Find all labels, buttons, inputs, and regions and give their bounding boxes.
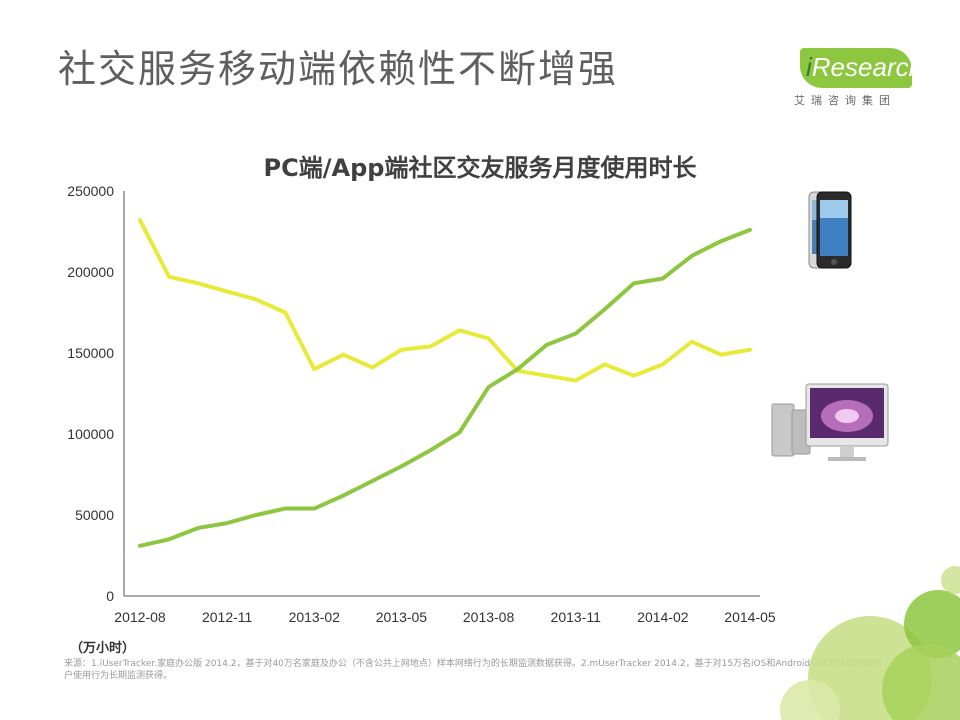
data-point [428, 448, 433, 452]
data-point [399, 464, 404, 468]
data-point [690, 254, 694, 258]
data-point [341, 493, 345, 498]
data-point [603, 362, 607, 366]
data-point [545, 343, 549, 347]
data-point [457, 430, 462, 434]
y-tick-label: 100000 [67, 426, 114, 442]
data-point [748, 348, 752, 352]
y-tick-label: 200000 [67, 264, 114, 280]
data-point [603, 307, 607, 311]
data-point [545, 374, 549, 378]
data-point [254, 297, 258, 302]
x-tick-label: 2013-02 [289, 609, 341, 625]
data-point [138, 218, 142, 222]
pc-series-line [138, 218, 752, 383]
data-point [370, 365, 374, 370]
data-point [748, 228, 752, 232]
logo-wordmark-rest: Research [811, 52, 924, 82]
data-point [428, 344, 433, 349]
data-point [370, 479, 374, 483]
x-tick-label: 2013-11 [551, 609, 602, 625]
data-point [574, 378, 578, 383]
data-point [283, 310, 287, 315]
logo-wordmark-i: i [806, 52, 812, 82]
source-note: 来源：1.iUserTracker.家庭办公版 2014.2，基于对40万名家庭… [64, 659, 883, 681]
x-tick-label: 2012-08 [114, 609, 166, 625]
data-point [254, 513, 258, 517]
data-point [632, 374, 636, 378]
company-logo: iResearch 艾瑞咨询集团 [790, 48, 923, 110]
x-tick-label: 2014-02 [637, 609, 689, 625]
data-point [196, 281, 200, 285]
data-point [574, 331, 578, 336]
y-tick-label: 150000 [67, 345, 114, 361]
data-point [486, 385, 491, 389]
data-point [486, 336, 491, 341]
data-point [225, 521, 229, 525]
data-point [632, 281, 636, 285]
data-point [312, 367, 316, 371]
data-point [225, 289, 229, 294]
smartphone-icon [808, 191, 852, 269]
logo-subtitle: 艾瑞咨询集团 [794, 94, 896, 107]
data-point [341, 353, 345, 357]
data-point [167, 275, 171, 279]
app-series-line [138, 227, 752, 548]
data-point [457, 328, 462, 332]
data-point [719, 239, 723, 243]
y-tick-label: 250000 [67, 183, 114, 199]
logo-wordmark: iResearch [806, 52, 923, 83]
data-point [661, 362, 665, 366]
data-point [719, 353, 723, 357]
decorative-circles [780, 566, 960, 720]
data-point [661, 276, 665, 281]
data-point [138, 544, 142, 548]
chart-title: PC端/App端社区交友服务月度使用时长 [263, 154, 697, 182]
desktop-computer-icon [771, 383, 889, 461]
data-point [399, 348, 404, 352]
data-point [283, 506, 287, 511]
x-tick-label: 2013-08 [463, 609, 515, 625]
data-point [312, 506, 316, 511]
slide-title: 社交服务移动端依赖性不断增强 [58, 47, 619, 91]
x-tick-label: 2012-11 [202, 609, 253, 625]
logo-badge: iResearch [800, 48, 923, 88]
y-tick-label: 0 [106, 588, 114, 604]
y-tick-label: 50000 [75, 507, 114, 523]
data-point [690, 340, 694, 344]
x-tick-label: 2013-05 [376, 609, 428, 625]
unit-label: （万小时） [70, 641, 136, 656]
x-tick-label: 2014-05 [724, 609, 776, 625]
data-point [167, 537, 171, 541]
data-point [196, 526, 200, 530]
data-point [516, 367, 520, 371]
